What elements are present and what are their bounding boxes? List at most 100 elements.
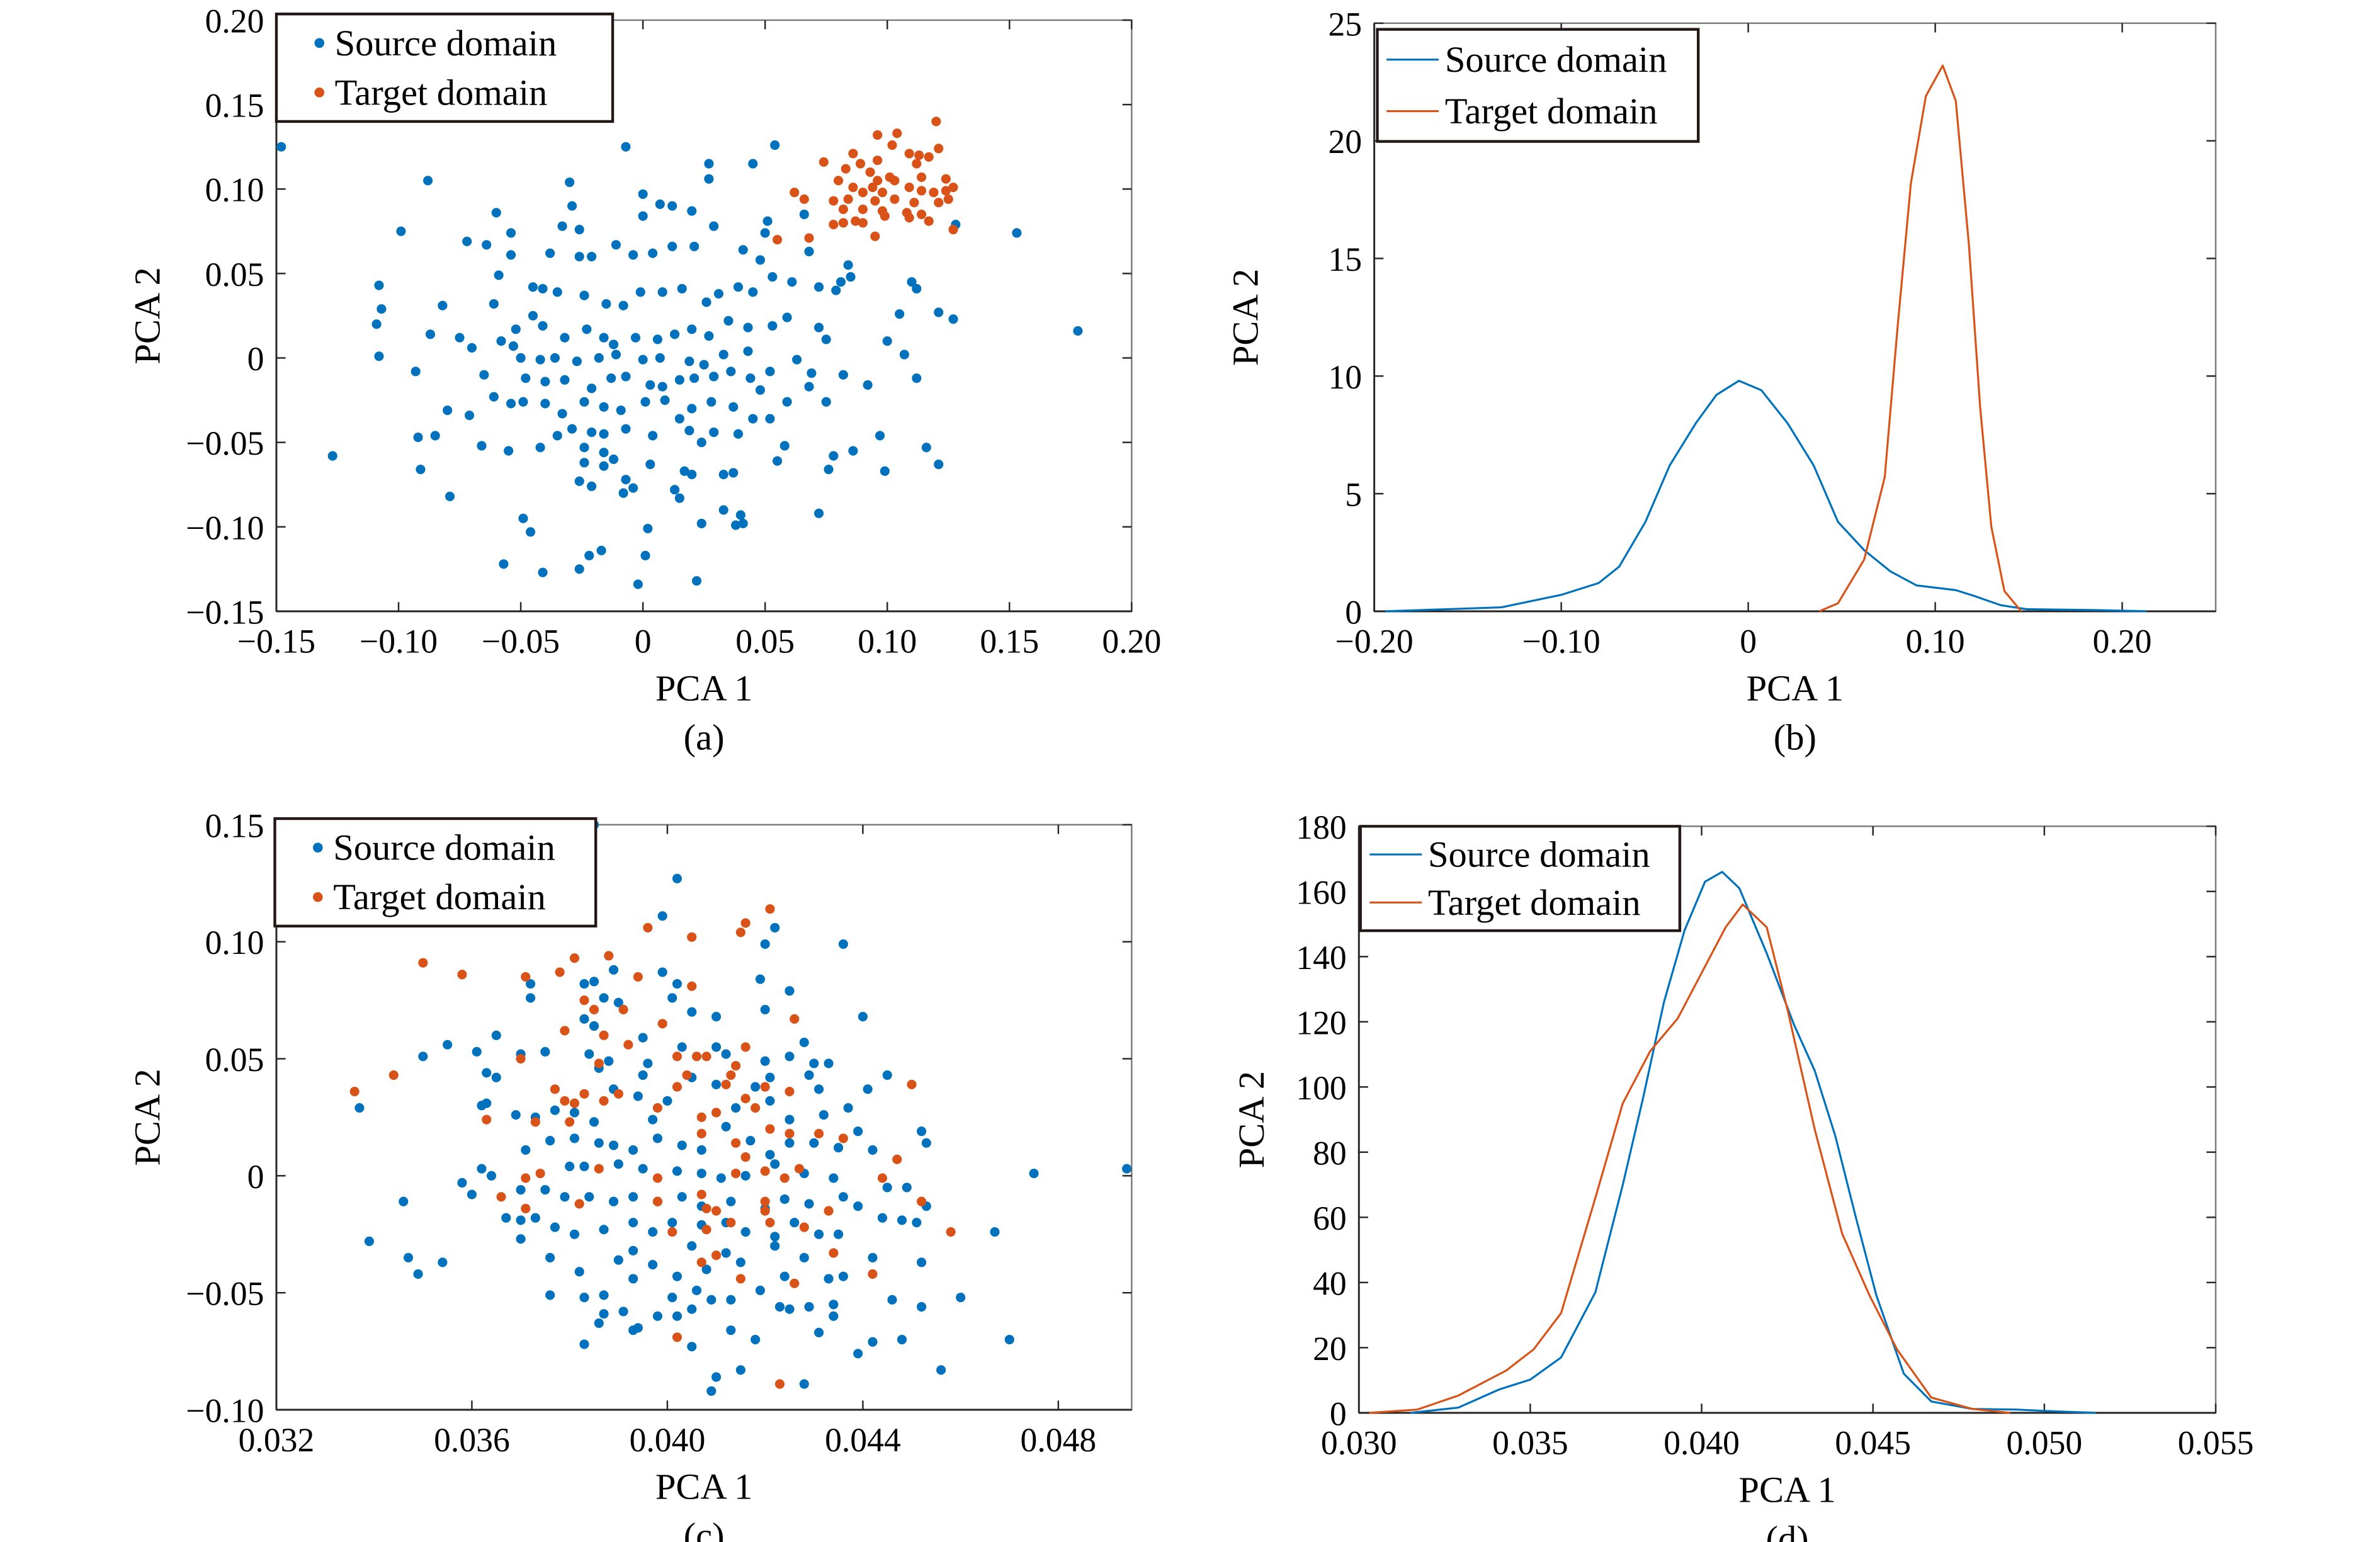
scatter-point [790,1218,800,1228]
scatter-point [540,1185,550,1195]
scatter-point [770,140,780,150]
scatter-point [838,1133,848,1143]
scatter-point [477,1164,487,1174]
density-line [1410,871,2096,1414]
scatter-point [711,1012,722,1022]
scatter-point [892,1154,902,1164]
scatter-point [751,1082,761,1092]
scatter-point [873,156,883,166]
scatter-point [726,1218,736,1228]
scatter-point [924,216,934,226]
scatter-point [679,466,689,476]
scatter-point [733,282,744,292]
scatter-point [613,1255,623,1265]
scatter-point [677,283,687,294]
scatter-point [691,1285,702,1296]
scatter-point [728,402,739,412]
scatter-point [696,1189,706,1199]
scatter-point [721,1079,731,1089]
scatter-point [327,451,337,461]
scatter-point [628,483,638,493]
scatter-point [599,332,609,343]
scatter-point [672,1166,683,1176]
scatter-point [834,1229,844,1239]
x-tick-label: 0.030 [1321,1424,1397,1462]
scatter-point [611,240,621,250]
scatter-point [706,1295,717,1305]
scatter-point [423,176,433,186]
scatter-point [621,475,631,485]
scatter-point [765,1150,775,1160]
scatter-point [809,1058,819,1069]
x-tick-label: 0.20 [2093,623,2152,660]
scatter-point [489,299,499,309]
y-tick-label: 0 [1345,593,1362,631]
scatter-point [853,1201,863,1211]
scatter-point [740,1171,751,1181]
scatter-point [687,324,697,334]
scatter-point [545,1290,555,1300]
x-tick-label: 0.035 [1492,1424,1568,1462]
scatter-point [785,1086,795,1097]
scatter-point [645,380,655,390]
x-tick-label: 0.045 [1835,1424,1911,1462]
scatter-point [738,518,748,528]
x-axis-label: PCA 1 [1738,1469,1836,1510]
scatter-point [677,1140,687,1150]
scatter-point [418,958,428,968]
scatter-point [621,142,631,152]
scatter-point [550,353,560,363]
scatter-point [760,1004,770,1015]
scatter-point [696,1112,706,1122]
scatter-point [491,1072,501,1082]
legend-marker [314,88,325,98]
scatter-point [640,550,650,560]
scatter-point [785,1114,795,1125]
scatter-point [574,476,584,486]
series-target [773,116,958,245]
y-tick-label: −0.10 [186,509,264,547]
scatter-point [735,1365,745,1375]
legend-label: Target domain [1445,91,1658,132]
scatter-point [589,1021,599,1031]
scatter-point [917,1196,927,1206]
scatter-point [521,1203,531,1213]
scatter-point [411,366,421,377]
scatter-point [696,438,706,448]
scatter-point [873,130,883,140]
scatter-point [628,250,638,260]
scatter-point [851,216,861,226]
x-tick-label: 0.10 [858,623,917,660]
scatter-point [799,1037,809,1048]
scatter-point [506,399,516,409]
scatter-point [765,1218,775,1228]
scatter-point [948,182,958,193]
scatter-point [521,1173,531,1183]
scatter-point [843,194,853,204]
scatter-point [467,1189,477,1199]
scatter-point [608,1140,619,1150]
scatter-point [829,1248,839,1258]
scatter-point [718,349,728,360]
scatter-point [623,1040,633,1050]
scatter-point [799,194,809,204]
scatter-point [618,488,628,498]
scatter-point [560,1096,570,1106]
scatter-point [674,414,684,424]
panel-caption: (b) [1774,717,1816,757]
scatter-point [674,375,684,385]
scatter-point [579,1339,589,1349]
y-tick-label: 0 [247,1158,264,1196]
y-tick-label: 15 [1328,241,1362,278]
scatter-point [687,1342,697,1352]
scatter-point [829,1300,839,1310]
scatter-point [740,1227,751,1237]
scatter-point [726,1070,736,1080]
scatter-point [579,397,589,407]
panel-caption: (a) [684,717,725,757]
scatter-point [868,1337,878,1347]
scatter-point [565,1117,575,1127]
scatter-point [711,1206,722,1216]
scatter-point [912,283,922,294]
scatter-point [917,186,927,196]
